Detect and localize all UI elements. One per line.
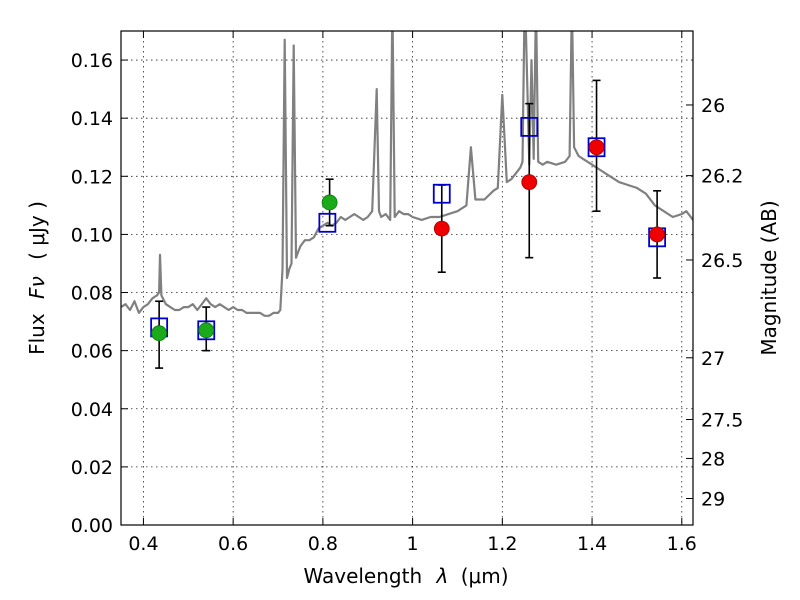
y2-tick-label: 26 [701, 95, 725, 117]
x-tick-label: 1.6 [667, 533, 697, 555]
y2-tick-label: 27.5 [701, 409, 743, 431]
y-axis-label: Flux Fν ( μJy ) [25, 201, 49, 355]
nir-point [649, 226, 666, 243]
model-box [197, 320, 216, 341]
y-tick-label: 0.08 [71, 283, 113, 305]
model-box [432, 183, 451, 204]
x-tick-label: 1.4 [577, 533, 607, 555]
x-tick-label: 0.6 [218, 533, 248, 555]
spectrum-layer [121, 31, 693, 317]
model-box [520, 116, 539, 137]
y-tick-label: 0.14 [71, 108, 113, 130]
nir-point [588, 139, 605, 156]
y2-tick-label: 26.5 [701, 250, 743, 272]
point-layer [151, 139, 666, 342]
plot-frame [120, 30, 694, 526]
y2-axis-label: Magnitude (AB) [757, 200, 781, 355]
y-tick-label: 0.06 [71, 341, 113, 363]
y-tick-label: 0.12 [71, 166, 113, 188]
model-box-layer [150, 116, 667, 341]
nir-point [521, 174, 538, 191]
x-tick-label: 1.2 [487, 533, 517, 555]
y-tick-label: 0.10 [71, 224, 113, 246]
optical-point [151, 325, 168, 342]
y-tick-label: 0.04 [71, 399, 113, 421]
x-axis-label: Wavelength λ (μm) [303, 564, 508, 588]
spectrum-line [121, 31, 693, 317]
optical-point [198, 322, 215, 339]
y-tick-label: 0.02 [71, 457, 113, 479]
y2-tick-label: 28 [701, 448, 725, 470]
ticks-layer: 0.4 0.6 0.8 1 1.2 1.4 1.6 0.00 0.02 0.04 0.06 0.08 0… [71, 31, 743, 555]
x-tick-label: 0.8 [308, 533, 338, 555]
model-box [318, 212, 337, 233]
y2-tick-label: 27 [701, 348, 725, 370]
x-tick-label: 1 [407, 533, 419, 555]
y-tick-label: 0.00 [71, 515, 113, 537]
grid-lines [121, 31, 693, 526]
optical-point [321, 194, 338, 211]
y2-tick-label: 26.2 [701, 166, 743, 188]
x-tick-label: 0.4 [128, 533, 158, 555]
y2-tick-label: 29 [701, 488, 725, 510]
nir-point [433, 220, 450, 237]
model-box [587, 137, 606, 158]
y-tick-label: 0.16 [71, 50, 113, 72]
